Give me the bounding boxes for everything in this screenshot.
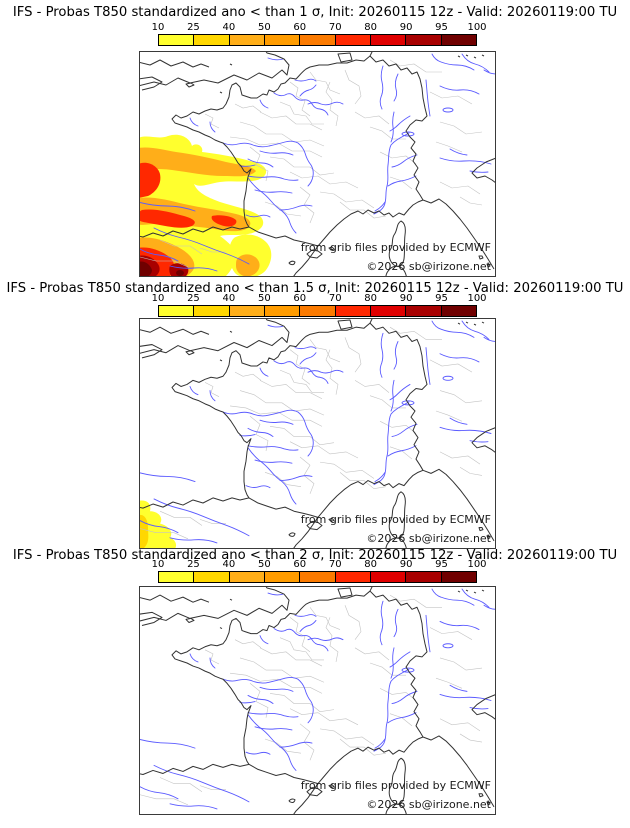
panel-title: IFS - Probas T850 standardized ano < tha… (12, 5, 618, 20)
colorbar-segment (370, 572, 407, 582)
colorbar-tick-label: 25 (187, 22, 200, 33)
colorbar-tick-label: 60 (293, 293, 307, 304)
credit-copyright: ©2026 sb@irizone.net (366, 260, 491, 273)
colorbar-segment (441, 306, 476, 316)
colorbar-gradient (158, 571, 477, 583)
colorbar-tick-label: 100 (467, 293, 487, 304)
colorbar-tick-label: 90 (399, 293, 413, 304)
colorbar-segment (159, 35, 195, 45)
colorbar-segment (406, 572, 442, 582)
colorbar-tick-label: 50 (257, 293, 271, 304)
credit-copyright: ©2026 sb@irizone.net (366, 798, 491, 811)
colorbar-segment (300, 572, 336, 582)
credit-ecmwf: from grib files provided by ECMWF (300, 513, 491, 526)
credit-ecmwf: from grib files provided by ECMWF (300, 779, 491, 792)
colorbar-tick-label: 95 (435, 559, 448, 570)
colorbar-tick-label: 70 (328, 293, 342, 304)
colorbar-tick-label: 40 (222, 293, 236, 304)
colorbar-segment (441, 35, 476, 45)
colorbar-tick-label: 50 (257, 22, 271, 33)
colorbar-segment (264, 572, 301, 582)
colorbar-tick-label: 10 (151, 559, 165, 570)
colorbar-tick-label: 80 (364, 559, 378, 570)
colorbar-segment (335, 306, 371, 316)
colorbar-segment (159, 572, 195, 582)
colorbar-segment (370, 306, 407, 316)
colorbar-segment (406, 35, 442, 45)
colorbar-tick-label: 70 (328, 22, 342, 33)
panel-title: IFS - Probas T850 standardized ano < tha… (12, 548, 618, 563)
colorbar-tick-label: 95 (435, 293, 448, 304)
probability-colorbar: 10 25 40 50 60 70 80 90 95 100 (152, 22, 487, 46)
colorbar-tick-label: 50 (257, 559, 271, 570)
colorbar-segment (264, 306, 301, 316)
colorbar-tick-label: 90 (399, 22, 413, 33)
panel-title: IFS - Probas T850 standardized ano < tha… (6, 281, 624, 296)
colorbar-segment (264, 35, 301, 45)
colorbar-tick-label: 100 (467, 22, 487, 33)
colorbar-segment (370, 35, 407, 45)
colorbar-segment (335, 572, 371, 582)
colorbar-segment (229, 35, 265, 45)
colorbar-gradient (158, 305, 477, 317)
colorbar-tick-label: 95 (435, 22, 448, 33)
colorbar-tick-labels: 10 25 40 50 60 70 80 90 95 100 (152, 22, 487, 34)
colorbar-segment (229, 572, 265, 582)
colorbar-tick-label: 25 (187, 559, 200, 570)
colorbar-segment (441, 572, 476, 582)
colorbar-tick-label: 10 (151, 22, 165, 33)
colorbar-tick-label: 70 (328, 559, 342, 570)
colorbar-segment (300, 35, 336, 45)
colorbar-tick-label: 40 (222, 22, 236, 33)
probability-colorbar: 10 25 40 50 60 70 80 90 95 100 (152, 559, 487, 583)
credit-copyright: ©2026 sb@irizone.net (366, 532, 491, 545)
colorbar-tick-label: 90 (399, 559, 413, 570)
colorbar-segment (194, 572, 230, 582)
credit-ecmwf: from grib files provided by ECMWF (300, 241, 491, 254)
colorbar-tick-label: 80 (364, 293, 378, 304)
colorbar-segment (194, 306, 230, 316)
colorbar-segment (159, 306, 195, 316)
colorbar-tick-label: 100 (467, 559, 487, 570)
colorbar-tick-label: 80 (364, 22, 378, 33)
colorbar-tick-label: 60 (293, 559, 307, 570)
colorbar-segment (194, 35, 230, 45)
colorbar-gradient (158, 34, 477, 46)
france-map-sigma-1: from grib files provided by ECMWF ©2026 … (139, 51, 496, 277)
colorbar-tick-labels: 10 25 40 50 60 70 80 90 95 100 (152, 559, 487, 571)
colorbar-segment (229, 306, 265, 316)
probability-colorbar: 10 25 40 50 60 70 80 90 95 100 (152, 293, 487, 317)
colorbar-segment (335, 35, 371, 45)
colorbar-segment (300, 306, 336, 316)
colorbar-tick-label: 25 (187, 293, 200, 304)
france-map-sigma-1-5: from grib files provided by ECMWF ©2026 … (139, 318, 496, 549)
colorbar-tick-labels: 10 25 40 50 60 70 80 90 95 100 (152, 293, 487, 305)
colorbar-tick-label: 10 (151, 293, 165, 304)
colorbar-segment (406, 306, 442, 316)
colorbar-tick-label: 60 (293, 22, 307, 33)
france-map-sigma-2: from grib files provided by ECMWF ©2026 … (139, 586, 496, 815)
colorbar-tick-label: 40 (222, 559, 236, 570)
